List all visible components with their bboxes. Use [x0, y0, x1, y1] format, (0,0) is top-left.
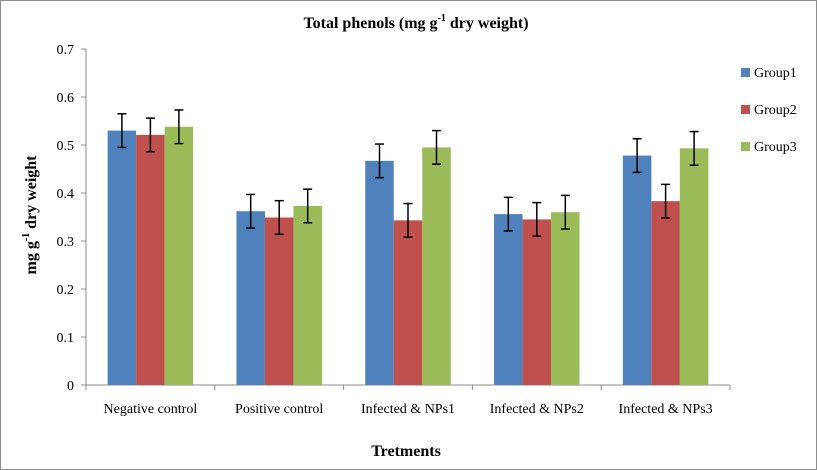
bar-group3	[293, 205, 322, 385]
legend-label: Group2	[754, 103, 797, 118]
bar-group3	[679, 148, 709, 385]
bar-group1	[494, 214, 523, 385]
bar-group3	[422, 147, 451, 385]
legend-swatch-group1	[741, 68, 750, 77]
chart-title-superscript: -1	[438, 13, 446, 24]
y-tick-label: 0.7	[57, 43, 75, 58]
y-tick-label: 0.5	[57, 139, 75, 154]
x-tick-label: Positive control	[235, 402, 323, 417]
bar-group2	[136, 134, 165, 385]
x-tick-label: Infected & NPs2	[490, 402, 584, 417]
bar-group2	[651, 201, 680, 385]
y-axis-title-end: dry weight	[23, 155, 40, 233]
y-tick-label: 0.6	[57, 91, 75, 106]
bar-group2	[393, 220, 423, 385]
bar-group1	[622, 155, 652, 385]
x-tick-label: Infected & NPs3	[619, 402, 713, 417]
legend-label: Group3	[754, 140, 797, 155]
y-tick-label: 0.2	[57, 283, 75, 298]
chart-title-end: dry weight)	[446, 15, 529, 32]
y-tick-label: 0.3	[57, 235, 75, 250]
legend-label: Group1	[754, 66, 797, 81]
y-ticks: 0 0.1 0.2 0.3 0.4 0.5 0.6 0.7	[57, 43, 86, 394]
x-tick-label: Infected & NPs1	[361, 402, 455, 417]
x-ticks: Negative control Positive control Infected…	[85, 385, 731, 417]
bar-group2	[264, 217, 294, 385]
y-tick-label: 0.4	[57, 187, 75, 202]
legend-swatch-group3	[741, 142, 750, 151]
bar-group2	[522, 219, 552, 385]
y-axis-title-superscript: -1	[21, 233, 32, 241]
legend: Group1 Group2 Group3	[741, 66, 797, 155]
y-axis-title: mg g-1 dry weight	[21, 155, 40, 275]
legend-swatch-group2	[741, 105, 750, 114]
bars	[107, 109, 709, 385]
y-tick-label: 0.1	[57, 331, 75, 346]
x-axis-title: Tretments	[371, 443, 441, 460]
bar-group1	[236, 211, 265, 385]
x-tick-label: Negative control	[104, 402, 198, 417]
bar-group1	[107, 130, 137, 385]
bar-group1	[365, 160, 394, 385]
bar-group3	[164, 126, 194, 385]
y-tick-label: 0	[67, 379, 74, 394]
bar-group3	[551, 212, 580, 385]
chart-title: Total phenols (mg g-1 dry weight)	[303, 13, 528, 32]
